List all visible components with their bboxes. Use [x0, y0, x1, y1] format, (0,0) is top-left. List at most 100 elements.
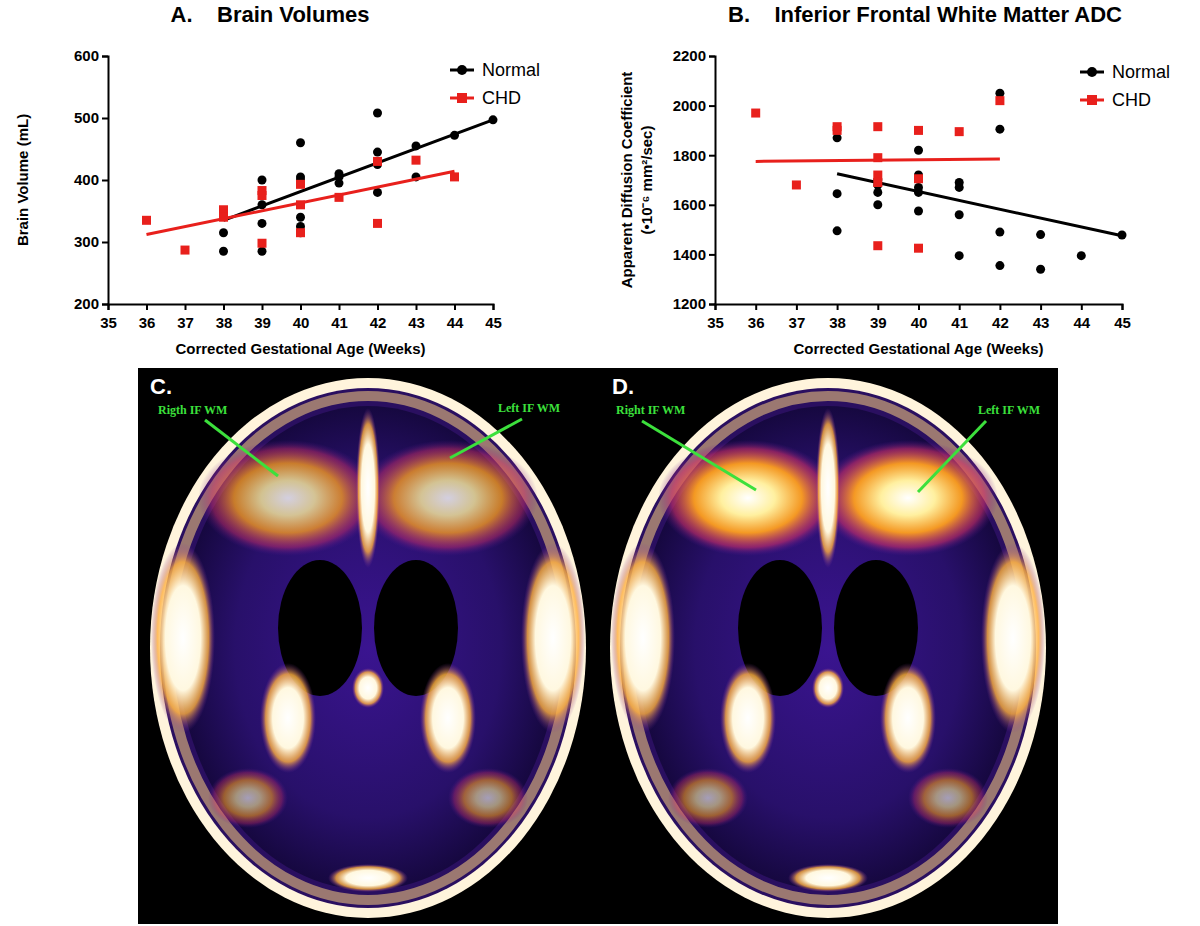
tick-mark — [959, 304, 961, 310]
point — [955, 210, 964, 219]
legend-marker — [1087, 67, 1097, 77]
point — [219, 247, 228, 256]
temporal-csf — [521, 543, 585, 733]
tick: 43 — [408, 304, 425, 331]
point — [955, 127, 964, 136]
tick-label: 38 — [216, 314, 233, 331]
point — [258, 176, 267, 185]
tick-mark — [102, 118, 108, 120]
interhemispheric — [356, 408, 380, 568]
tick: 200 — [74, 295, 108, 312]
series — [142, 156, 459, 255]
point — [373, 219, 382, 228]
csf — [620, 388, 1036, 908]
posterior-csf — [420, 663, 476, 773]
tick-mark — [709, 304, 715, 306]
tick-mark — [454, 304, 456, 310]
chart-title: B. Inferior Frontal White Matter ADC — [728, 2, 1122, 27]
tick-label: 1600 — [673, 196, 706, 213]
point — [1036, 265, 1045, 274]
chart: B. Inferior Frontal White Matter ADC3536… — [618, 2, 1170, 357]
point — [258, 191, 267, 200]
tick-label: 2200 — [673, 47, 706, 64]
x-axis-title: Corrected Gestational Age (Weeks) — [175, 340, 425, 357]
point — [751, 109, 760, 118]
point — [914, 244, 923, 253]
point — [181, 246, 190, 255]
tick-mark — [339, 304, 341, 310]
point — [450, 172, 459, 181]
annotation: Rigth IF WM — [158, 403, 227, 417]
tick: 37 — [789, 304, 806, 331]
tick: 42 — [992, 304, 1009, 331]
tick-mark — [493, 304, 495, 310]
tick: 44 — [447, 304, 464, 331]
tick-label: 2000 — [673, 97, 706, 114]
tick: 36 — [748, 304, 765, 331]
skull — [610, 378, 1046, 918]
point — [373, 157, 382, 166]
tick: 1600 — [673, 196, 715, 213]
point — [995, 125, 1004, 134]
panel-label: C. — [150, 374, 172, 399]
point — [296, 180, 305, 189]
temporal-csf — [151, 543, 215, 733]
tick-mark — [300, 304, 302, 310]
cortex-rim — [628, 396, 1028, 900]
posterior-midline — [788, 864, 868, 892]
tick-label: 600 — [74, 47, 99, 64]
tick: 37 — [177, 304, 194, 331]
brain-image: D.Right IF WMLeft IF WM — [610, 374, 1046, 918]
tick-label: 200 — [74, 295, 99, 312]
tick: 400 — [74, 171, 108, 188]
tick: 41 — [951, 304, 968, 331]
legend: NormalCHD — [1080, 62, 1170, 110]
annotation-line — [450, 419, 522, 458]
x-axis-title: Corrected Gestational Age (Weeks) — [793, 340, 1043, 357]
legend-label: Normal — [1112, 62, 1170, 82]
frontal-wm — [358, 440, 538, 556]
y-axis-title: (•10⁻⁶ mm²/sec) — [638, 126, 655, 235]
parenchyma — [178, 406, 558, 890]
series — [833, 89, 1127, 274]
legend-marker — [1087, 95, 1097, 105]
point — [914, 174, 923, 183]
tick-mark — [999, 304, 1001, 310]
annotation-line — [642, 421, 756, 490]
legend-label: Normal — [482, 60, 540, 80]
tick-label: 44 — [447, 314, 464, 331]
point — [258, 247, 267, 256]
panel-label: D. — [612, 374, 634, 399]
tick: 35 — [100, 304, 117, 331]
y-axis: 120014001600180020002200 — [673, 47, 716, 312]
tick-mark — [709, 56, 715, 58]
tick-mark — [262, 304, 264, 310]
trend-line — [756, 159, 1000, 161]
point — [373, 148, 382, 157]
tick-mark — [877, 304, 879, 310]
occipital-wm — [208, 768, 288, 828]
cortex-rim — [168, 396, 568, 900]
tick-label: 1400 — [673, 246, 706, 263]
legend-marker — [457, 65, 467, 75]
tick-label: 300 — [74, 233, 99, 250]
tick-label: 45 — [1114, 314, 1131, 331]
tick: 45 — [485, 304, 502, 331]
plot-area — [142, 109, 498, 256]
tick-label: 39 — [870, 314, 887, 331]
tick-mark — [709, 155, 715, 157]
tick: 36 — [139, 304, 156, 331]
tick: 300 — [74, 233, 108, 250]
tick: 1400 — [673, 246, 715, 263]
image-panels: C. Rigth IF WM Left IF WM D.Right IF WMLeft… — [138, 368, 1058, 924]
annotation: Left IF WM — [498, 401, 560, 415]
point — [914, 126, 923, 135]
posterior-csf — [880, 663, 936, 773]
axis-line — [102, 57, 109, 305]
tick-label: 40 — [293, 314, 310, 331]
tick: 600 — [74, 47, 108, 64]
point — [873, 241, 882, 250]
point — [955, 183, 964, 192]
point — [296, 138, 305, 147]
interhemispheric — [816, 408, 840, 568]
